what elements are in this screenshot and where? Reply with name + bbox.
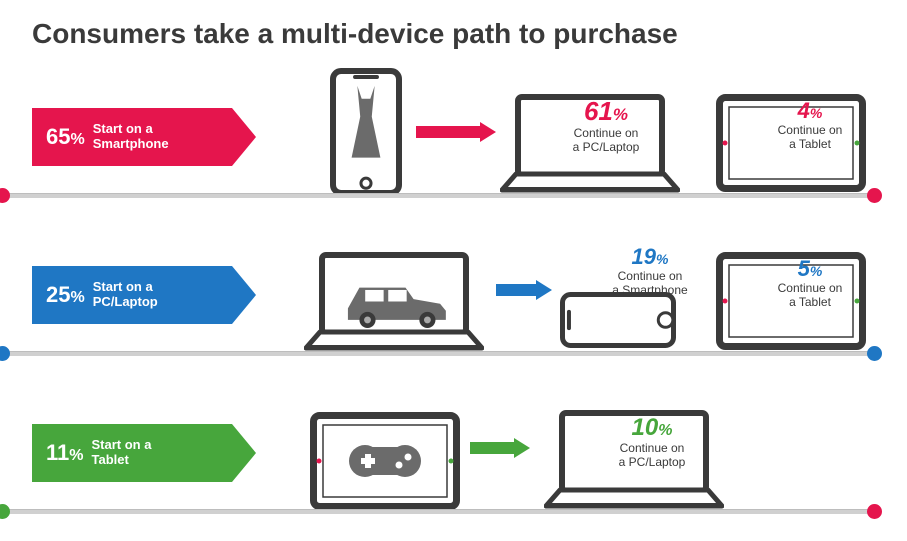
devices-area: 10% Continue ona PC/Laptop [260, 384, 875, 514]
shelf [2, 193, 875, 198]
continue-percent: 19 [632, 244, 656, 269]
flow-arrow [470, 438, 530, 458]
start-label: Start on a [92, 437, 152, 452]
start-percent: 25 [46, 282, 70, 307]
shelf-cap-left [0, 346, 10, 361]
shelf-cap-left [0, 504, 10, 519]
shelf [2, 351, 875, 356]
continue-stat-1: 61% Continue ona PC/Laptop [556, 96, 656, 155]
start-percent: 65 [46, 124, 70, 149]
page-title: Consumers take a multi-device path to pu… [32, 18, 875, 50]
shelf-cap-right [867, 504, 882, 519]
continue-label: Continue ona PC/Laptop [602, 442, 702, 470]
flow-row-2: 25% Start on aPC/Laptop 19% Continue ona… [32, 226, 875, 356]
continue-label: Continue ona Tablet [760, 282, 860, 310]
smartphone-landscape-icon [560, 292, 676, 348]
shelf-cap-left [0, 188, 10, 203]
devices-area: 61% Continue ona PC/Laptop 4% Continue o… [260, 68, 875, 198]
continue-stat-1: 19% Continue ona Smartphone [600, 244, 700, 298]
laptop-icon [304, 252, 484, 352]
tablet-icon [310, 412, 460, 510]
start-label: Start on a [93, 121, 153, 136]
smartphone-icon [330, 68, 402, 196]
continue-label: Continue ona PC/Laptop [556, 127, 656, 155]
continue-label: Continue ona Tablet [760, 124, 860, 152]
flow-row-1: 65% Start on aSmartphone 61% Continue on… [32, 68, 875, 198]
start-percent: 11 [46, 440, 69, 465]
continue-stat-1: 10% Continue ona PC/Laptop [602, 414, 702, 470]
continue-stat-2: 4% Continue ona Tablet [760, 98, 860, 152]
continue-percent: 5 [798, 256, 810, 281]
start-tag: 11% Start on aTablet [32, 424, 232, 482]
continue-percent: 4 [798, 98, 810, 123]
continue-percent: 10 [632, 414, 659, 441]
continue-percent: 61 [584, 96, 613, 126]
flow-arrow [496, 280, 552, 300]
shelf-cap-right [867, 346, 882, 361]
start-tag: 65% Start on aSmartphone [32, 108, 232, 166]
continue-stat-2: 5% Continue ona Tablet [760, 256, 860, 310]
continue-label: Continue ona Smartphone [600, 270, 700, 298]
start-tag: 25% Start on aPC/Laptop [32, 266, 232, 324]
devices-area: 19% Continue ona Smartphone 5% Continue … [260, 226, 875, 356]
shelf-cap-right [867, 188, 882, 203]
flow-arrow [416, 122, 496, 142]
shelf [2, 509, 875, 514]
flow-row-3: 11% Start on aTablet 10% Continue ona PC… [32, 384, 875, 514]
start-label: Start on a [93, 279, 153, 294]
